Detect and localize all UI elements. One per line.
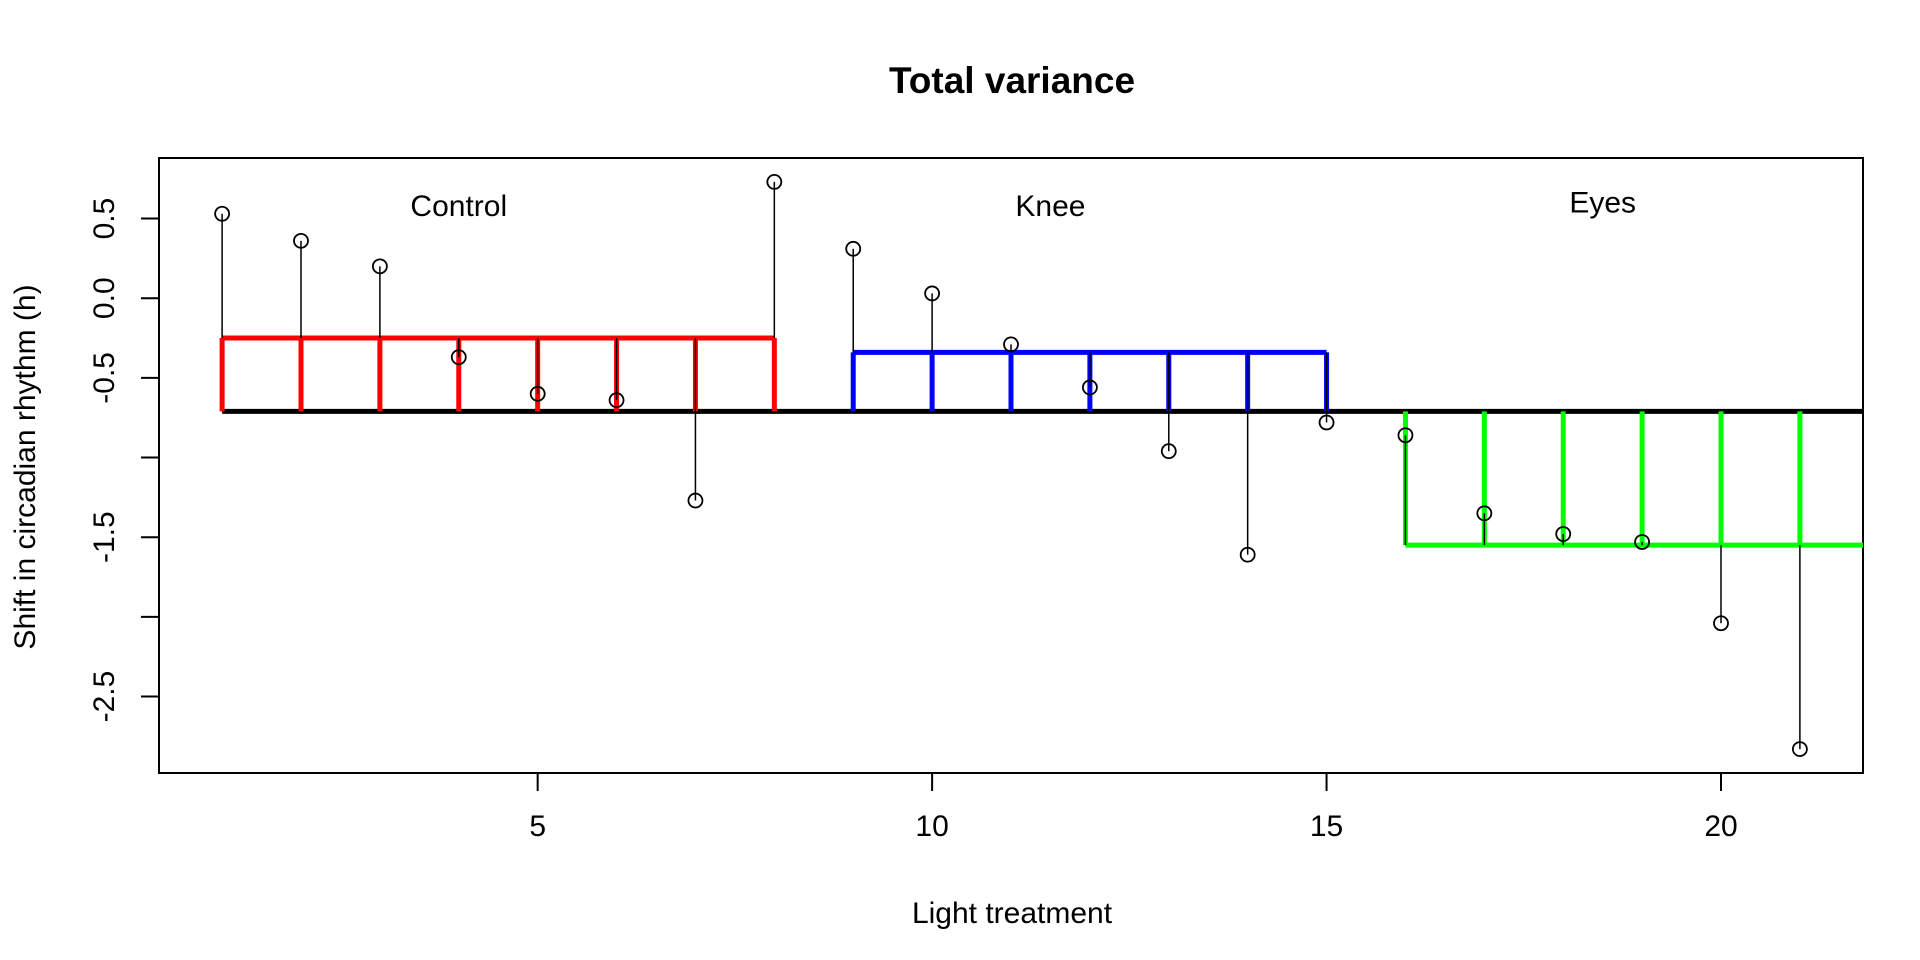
x-tick-label: 15 [1310, 810, 1343, 843]
data-point [1555, 526, 1572, 542]
data-point [1397, 427, 1414, 444]
x-tick-label: 5 [529, 810, 546, 843]
x-axis: 5 10 15 20 [529, 772, 1738, 843]
x-axis-label: Light treatment [912, 897, 1113, 930]
group-label-eyes: Eyes [1569, 187, 1636, 220]
y-tick-label: 0.5 [88, 198, 121, 240]
data-point [1081, 379, 1098, 396]
data-point [450, 349, 467, 366]
data-point [371, 258, 388, 275]
chart-title: Total variance [889, 60, 1135, 101]
data-point [1318, 414, 1335, 431]
data-point [1791, 741, 1808, 758]
data-point [1713, 615, 1729, 632]
y-axis-label: Shift in circadian rhythm (h) [9, 284, 42, 649]
y-axis: 0.5 0.0 -0.5 -1.5 -2.5 [88, 198, 160, 723]
x-tick-label: 20 [1704, 810, 1737, 843]
data-point [687, 492, 704, 509]
data-point [1634, 534, 1651, 550]
y-tick-label: -0.5 [88, 352, 121, 404]
x-tick-label: 10 [915, 810, 948, 843]
data-point [529, 385, 546, 402]
data-point [293, 232, 309, 249]
data-point [214, 205, 231, 222]
data-point [1160, 443, 1177, 460]
y-tick-label: 0.0 [88, 277, 121, 319]
data-point [845, 240, 862, 257]
data-point [1476, 505, 1493, 522]
plot-area: Control Knee Eyes [158, 157, 1864, 774]
y-tick-label: -1.5 [88, 511, 121, 563]
plot-frame [158, 157, 1864, 774]
y-tick-label: -2.5 [88, 671, 121, 723]
data-point [1239, 546, 1256, 563]
data-point [924, 285, 941, 302]
data-point [1003, 336, 1019, 353]
data-point [766, 173, 783, 190]
group-label-control: Control [410, 190, 507, 223]
data-point [608, 392, 625, 409]
group-label-knee: Knee [1015, 190, 1085, 223]
